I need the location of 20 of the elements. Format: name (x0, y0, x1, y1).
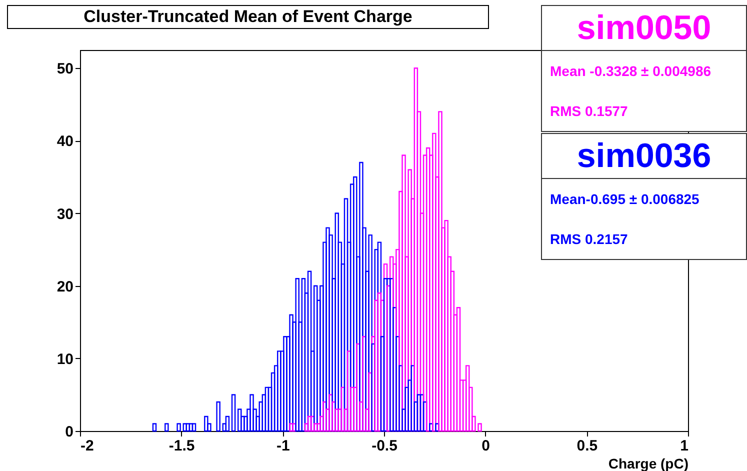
y-tick-label: 0 (65, 424, 74, 440)
x-tick-label: -0.5 (372, 438, 398, 454)
annotation: Mean -0.3328 ± 0.004986 (549, 62, 712, 81)
y-tick-label: 50 (56, 60, 74, 78)
x-tick-label: 1 (680, 438, 688, 454)
x-tick-label: -2 (80, 438, 94, 454)
x-tick-label: 0.5 (576, 438, 598, 454)
chart-title: Cluster-Truncated Mean of Event Charge (7, 5, 489, 29)
x-tick-label: 0 (482, 438, 490, 454)
annotation: RMS 0.2157 (549, 230, 629, 249)
y-tick-label: 10 (56, 350, 74, 368)
x-tick-label: -1 (276, 438, 290, 454)
annotation: RMS 0.1577 (549, 102, 629, 121)
x-tick-label: -1.5 (168, 438, 195, 454)
y-tick-label: 30 (56, 206, 74, 223)
y-tick-label: 20 (56, 278, 74, 296)
text: sim0036 (542, 134, 746, 179)
y-tick-label: 40 (56, 133, 74, 150)
text: sim0050 (542, 6, 746, 51)
annotation: Mean-0.695 ± 0.006825 (549, 190, 700, 209)
